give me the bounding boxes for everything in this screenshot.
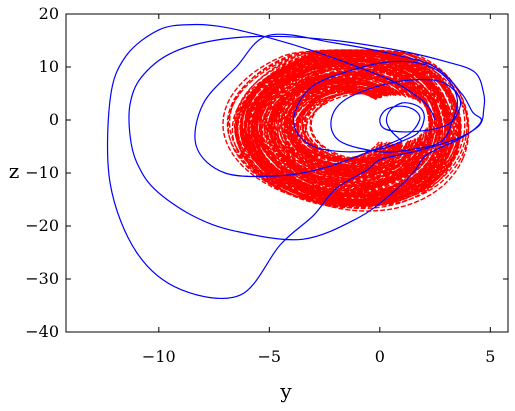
y-axis-title: z bbox=[9, 159, 20, 183]
y-tick-label: −30 bbox=[25, 269, 59, 288]
y-tick-label: −10 bbox=[25, 163, 59, 182]
y-tick-label: 20 bbox=[39, 4, 59, 23]
y-tick-label: 0 bbox=[49, 110, 59, 129]
x-tick-label: 0 bbox=[375, 347, 385, 366]
y-tick-label: −20 bbox=[25, 216, 59, 235]
x-axis-title: y bbox=[279, 379, 292, 403]
ticks-layer: −10 −5 0 5 20 10 0 −10 −20 −30 −40 bbox=[25, 4, 508, 366]
x-tick-label: −5 bbox=[258, 347, 282, 366]
data-layer bbox=[106, 23, 486, 299]
x-tick-label: −10 bbox=[142, 347, 176, 366]
attractor-series-dashed bbox=[222, 49, 470, 212]
y-tick-label: 10 bbox=[39, 57, 59, 76]
trajectory-series-solid bbox=[106, 23, 486, 299]
y-tick-label: −40 bbox=[25, 322, 59, 341]
x-tick-label: 5 bbox=[485, 347, 495, 366]
